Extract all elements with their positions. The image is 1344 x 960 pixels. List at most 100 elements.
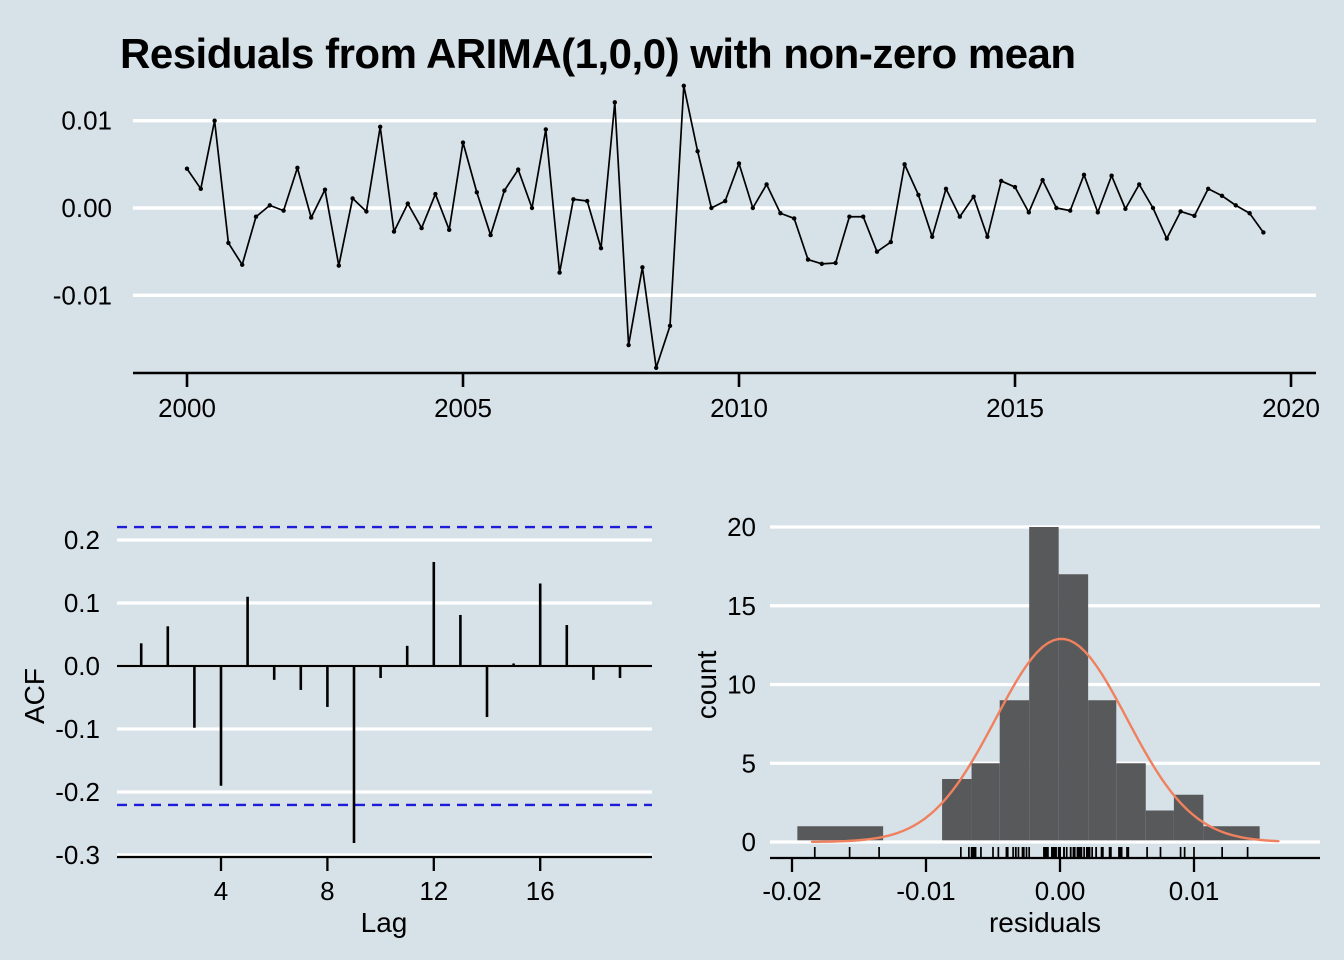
y-tick-label: -0.1 (55, 714, 100, 744)
series-point (543, 127, 548, 132)
series-point (460, 140, 466, 145)
x-tick-label: 8 (320, 876, 334, 906)
series-point (847, 214, 852, 219)
x-tick-label: -0.01 (896, 876, 955, 906)
series-point (874, 249, 880, 254)
series-point (474, 190, 479, 195)
series-point (350, 196, 355, 201)
histogram-panel: 0 5 10 15 20 -0.02 -0.01 0.00 0.01 (727, 512, 1320, 906)
x-tick-label: 4 (214, 876, 228, 906)
y-tick-label: 10 (727, 670, 756, 700)
histogram-y-axis-title: count (691, 651, 722, 720)
histogram-x-axis-title: residuals (989, 907, 1101, 938)
series-point (1150, 205, 1156, 211)
series-point (309, 215, 314, 220)
x-tick-label: 2000 (158, 393, 216, 423)
series-point (322, 187, 328, 192)
series-point (557, 270, 562, 275)
y-tick-label: 20 (727, 512, 756, 542)
histogram-bar (1058, 574, 1089, 841)
series-point (1095, 210, 1101, 215)
series-point (1109, 173, 1114, 178)
series-point (709, 205, 714, 211)
series-point (1123, 206, 1128, 212)
series-point (516, 167, 521, 172)
series-point (1247, 211, 1252, 216)
y-tick-label: -0.01 (53, 280, 112, 310)
series-point (364, 209, 369, 214)
series-point (736, 161, 742, 166)
series-point (295, 165, 300, 171)
series-point (571, 197, 576, 202)
series-point (792, 216, 797, 221)
series-point (902, 162, 907, 167)
series-point (1178, 209, 1183, 214)
series-point (612, 100, 617, 105)
figure-title: Residuals from ARIMA(1,0,0) with non-zer… (120, 30, 1076, 77)
y-tick-label: 0.1 (64, 588, 100, 618)
series-point (1137, 182, 1142, 187)
acf-y-axis-title: ACF (19, 668, 50, 724)
series-point (999, 178, 1004, 184)
normal-density-curve (810, 637, 1280, 844)
y-tick-label: 0.0 (64, 651, 100, 681)
series-point (419, 225, 424, 231)
series-point (585, 198, 590, 204)
x-tick-label: 12 (419, 876, 448, 906)
x-tick-label: 2015 (986, 393, 1044, 423)
series-point (391, 229, 397, 234)
series-point (405, 201, 410, 206)
series-point (1068, 208, 1073, 213)
series-point (750, 205, 755, 211)
series-point (723, 198, 728, 204)
y-tick-label: 0.00 (61, 193, 112, 223)
series-point (226, 240, 231, 246)
residuals-line (186, 84, 1265, 369)
series-point (971, 194, 976, 199)
series-point (198, 186, 203, 191)
histogram-bar (942, 779, 972, 841)
series-point (1040, 177, 1045, 183)
series-point (626, 342, 631, 348)
acf-panel: 0.2 0.1 0.0 -0.1 -0.2 -0.3 4 8 12 16 (55, 525, 652, 906)
x-tick-label: -0.02 (762, 876, 821, 906)
series-point (1012, 184, 1018, 190)
x-tick-label: 0.01 (1169, 876, 1220, 906)
series-point (930, 234, 935, 240)
x-tick-label: 2010 (710, 393, 768, 423)
series-point (1081, 172, 1087, 178)
residuals-time-series-panel: 0.01 0.00 -0.01 2000 2005 2010 2015 2020 (53, 83, 1320, 423)
series-point (267, 203, 272, 208)
histogram-bar (1088, 700, 1117, 841)
series-point (1206, 186, 1211, 191)
y-tick-label: 0 (742, 827, 756, 857)
series-point (764, 182, 769, 187)
series-point (1219, 193, 1225, 198)
series-point (253, 214, 259, 219)
histogram-bar (999, 700, 1030, 841)
series-point (184, 166, 190, 171)
series-point (1054, 205, 1059, 211)
y-tick-label: 0.01 (61, 106, 112, 136)
series-point (1026, 210, 1032, 215)
y-tick-label: -0.3 (55, 840, 100, 870)
histogram-bar (971, 763, 1000, 841)
x-tick-label: 16 (526, 876, 555, 906)
series-point (502, 188, 507, 193)
series-point (916, 192, 921, 198)
y-tick-label: 5 (742, 748, 756, 778)
x-tick-label: 2020 (1262, 393, 1320, 423)
x-tick-label: 2005 (434, 393, 492, 423)
series-point (336, 263, 341, 268)
series-point (1164, 236, 1170, 241)
histogram-bar (797, 826, 884, 841)
series-point (529, 205, 535, 211)
series-point (640, 265, 645, 270)
series-point (378, 124, 383, 130)
series-point (861, 214, 866, 219)
series-point (888, 239, 893, 245)
series-point (240, 262, 245, 267)
y-tick-label: 15 (727, 591, 756, 621)
acf-x-axis-title: Lag (361, 907, 408, 938)
